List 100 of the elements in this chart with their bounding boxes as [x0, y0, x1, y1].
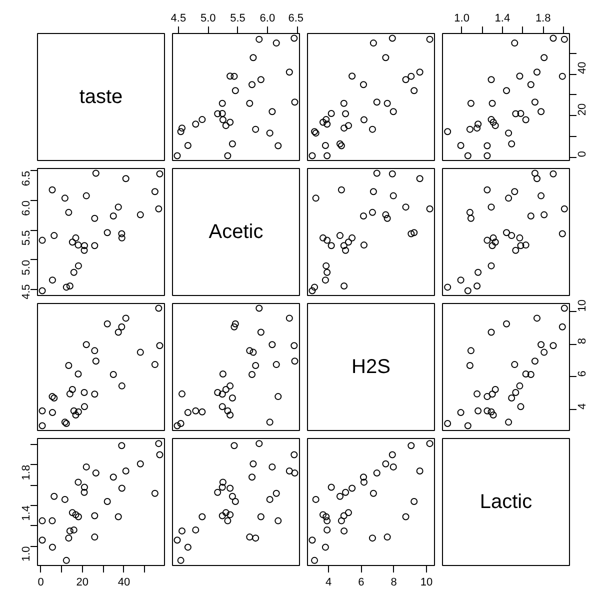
point — [198, 513, 206, 520]
point — [384, 100, 391, 107]
point — [248, 371, 256, 378]
point — [312, 194, 320, 202]
y-tick-label: 10 — [576, 299, 588, 312]
point — [517, 242, 524, 250]
point — [368, 126, 376, 133]
y-tick-label: 4.5 — [20, 284, 32, 300]
point — [324, 120, 331, 128]
text: taste — [79, 86, 123, 108]
point — [388, 170, 396, 178]
point — [322, 276, 329, 284]
point — [226, 511, 234, 518]
point — [250, 348, 257, 356]
text: H2S — [352, 356, 390, 378]
point — [464, 287, 472, 294]
point — [228, 492, 236, 500]
point — [184, 142, 192, 150]
point — [291, 358, 298, 365]
point — [219, 116, 226, 124]
point — [505, 194, 512, 202]
point — [328, 484, 335, 491]
x-tick-label: 20 — [76, 576, 89, 588]
point — [382, 460, 390, 468]
text: Lactic — [480, 491, 532, 513]
point — [246, 347, 254, 354]
point — [74, 370, 82, 378]
point — [320, 118, 327, 126]
point — [467, 214, 474, 222]
point — [324, 236, 331, 244]
point — [410, 229, 418, 236]
point — [230, 442, 238, 450]
x-tick-label: 5.5 — [230, 12, 246, 24]
point — [338, 142, 345, 150]
x-tick-label: 4.5 — [170, 12, 186, 24]
point — [156, 342, 164, 350]
point — [308, 287, 316, 294]
point — [360, 242, 368, 249]
x-tick-label: 6.0 — [260, 12, 276, 24]
point — [348, 234, 356, 242]
point — [174, 536, 181, 544]
point — [224, 407, 232, 414]
point — [178, 527, 186, 534]
point — [232, 87, 239, 94]
point — [340, 242, 348, 250]
point — [272, 490, 280, 497]
point — [384, 534, 391, 541]
point — [224, 152, 232, 160]
point — [118, 382, 126, 390]
point — [198, 408, 206, 416]
point — [490, 234, 497, 242]
point — [373, 98, 380, 106]
point — [360, 116, 368, 124]
point — [408, 72, 415, 80]
point — [508, 232, 516, 240]
point — [178, 390, 186, 398]
point — [308, 536, 316, 544]
point — [92, 358, 100, 365]
point — [91, 390, 98, 398]
point — [246, 100, 254, 107]
x-tick-label: 5.0 — [200, 12, 216, 24]
y-tick-label: 1.4 — [20, 506, 32, 521]
point — [338, 186, 345, 194]
point — [155, 304, 162, 312]
point — [268, 463, 276, 470]
point — [256, 36, 263, 43]
point — [531, 170, 538, 177]
point — [110, 371, 117, 378]
point — [342, 488, 350, 496]
point — [344, 122, 352, 130]
point — [368, 208, 376, 216]
point — [228, 394, 236, 402]
point — [218, 512, 226, 520]
point — [416, 468, 424, 475]
point — [390, 192, 397, 200]
point — [402, 204, 410, 211]
x-tick-label: 1.8 — [535, 12, 551, 24]
point — [342, 110, 350, 118]
point — [512, 246, 520, 254]
x-tick-label: 10 — [420, 576, 433, 588]
point — [177, 556, 184, 564]
point — [214, 110, 222, 118]
point — [344, 238, 352, 246]
point — [368, 534, 376, 542]
point — [218, 390, 226, 398]
point — [256, 304, 263, 312]
point — [503, 229, 510, 236]
point — [257, 328, 264, 336]
point — [426, 205, 434, 212]
point — [328, 110, 335, 118]
point — [50, 394, 58, 402]
point — [118, 323, 126, 330]
point — [228, 140, 236, 148]
point — [246, 534, 254, 541]
y-tick-label: 8 — [576, 338, 588, 344]
point — [219, 478, 226, 486]
point — [340, 282, 348, 290]
point — [218, 100, 226, 107]
point — [410, 498, 418, 505]
point — [272, 40, 280, 47]
